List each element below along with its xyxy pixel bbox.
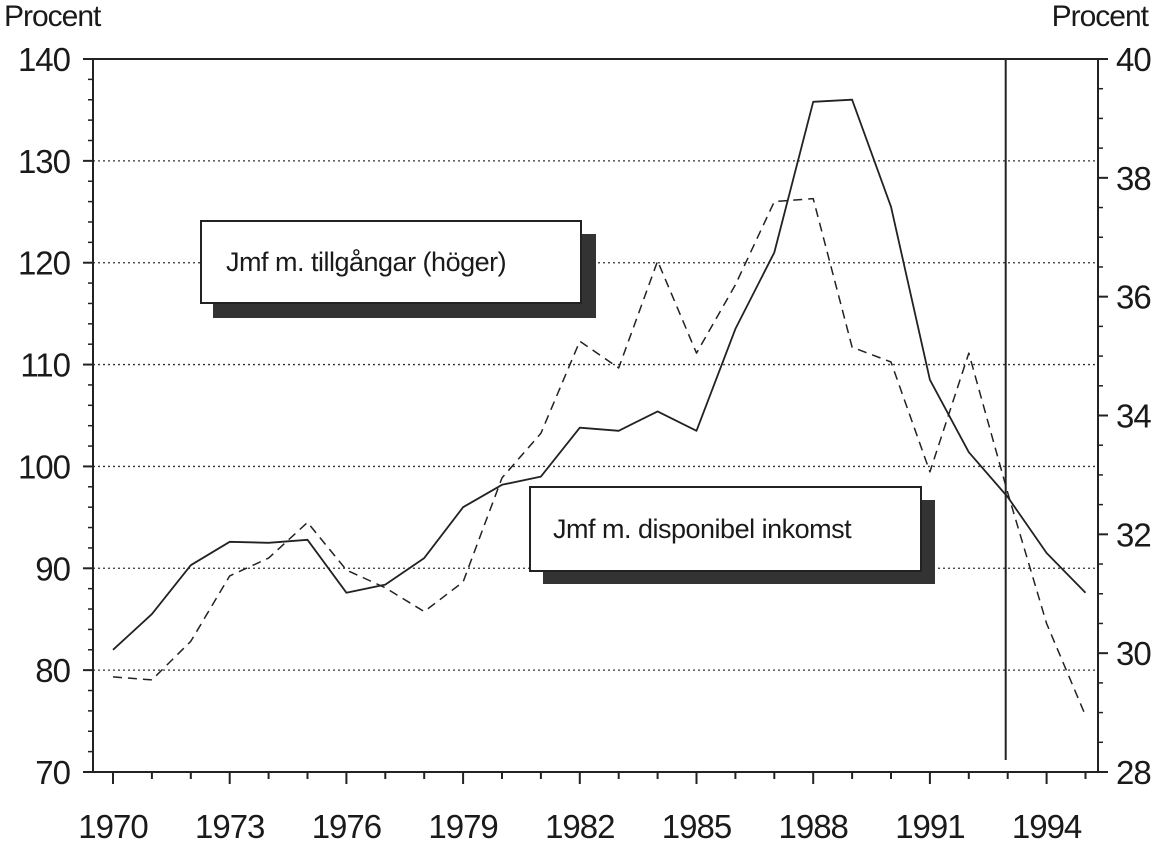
- series-line-income: [112, 98, 1087, 651]
- left-axis-tick-label: 130: [18, 143, 71, 180]
- series-line-assets: [112, 197, 1087, 716]
- right-axis-tick-label: 38: [1116, 160, 1151, 197]
- left-axis-tick-label: 120: [18, 245, 71, 282]
- axis-ticks: [83, 58, 1108, 784]
- left-axis-tick-label: 80: [35, 652, 70, 689]
- x-axis-tick-label: 1973: [195, 808, 264, 844]
- legend-income: Jmf m. disponibel inkomst: [529, 486, 935, 586]
- x-axis-tick-label: 1970: [78, 808, 148, 844]
- plot-frame: [92, 58, 1099, 773]
- tick-labels: 70 80 90 100 110 120 130 140 28 30 32 34 36 38 40 1970 1…: [18, 41, 1152, 844]
- right-axis-tick-label: 36: [1116, 279, 1151, 316]
- left-axis-tick-label: 90: [35, 550, 70, 587]
- x-axis-tick-label: 1976: [312, 808, 381, 844]
- x-axis-tick-label: 1982: [545, 808, 614, 844]
- right-axis-unit-label: Procent: [1051, 0, 1149, 33]
- right-axis-tick-label: 40: [1116, 41, 1151, 78]
- right-axis-tick-label: 34: [1116, 398, 1151, 435]
- right-axis-tick-label: 28: [1116, 754, 1151, 791]
- left-axis-tick-label: 110: [20, 347, 70, 384]
- series-lines: [112, 98, 1087, 716]
- x-axis-tick-label: 1994: [1012, 808, 1082, 844]
- x-axis-tick-label: 1979: [428, 808, 497, 844]
- right-axis-tick-label: 32: [1116, 516, 1151, 553]
- x-axis-tick-label: 1985: [662, 808, 731, 844]
- x-axis-tick-label: 1991: [895, 808, 964, 844]
- right-axis-tick-label: 30: [1116, 635, 1151, 672]
- legend-income-label: Jmf m. disponibel inkomst: [529, 486, 922, 572]
- legend-assets-label: Jmf m. tillgångar (höger): [200, 220, 582, 304]
- left-axis-tick-label: 140: [18, 41, 71, 78]
- legend-assets: Jmf m. tillgångar (höger): [200, 220, 596, 320]
- left-axis-tick-label: 100: [18, 448, 71, 485]
- left-axis-unit-label: Procent: [4, 0, 101, 33]
- x-axis-tick-label: 1988: [778, 808, 847, 844]
- left-axis-tick-label: 70: [35, 754, 70, 791]
